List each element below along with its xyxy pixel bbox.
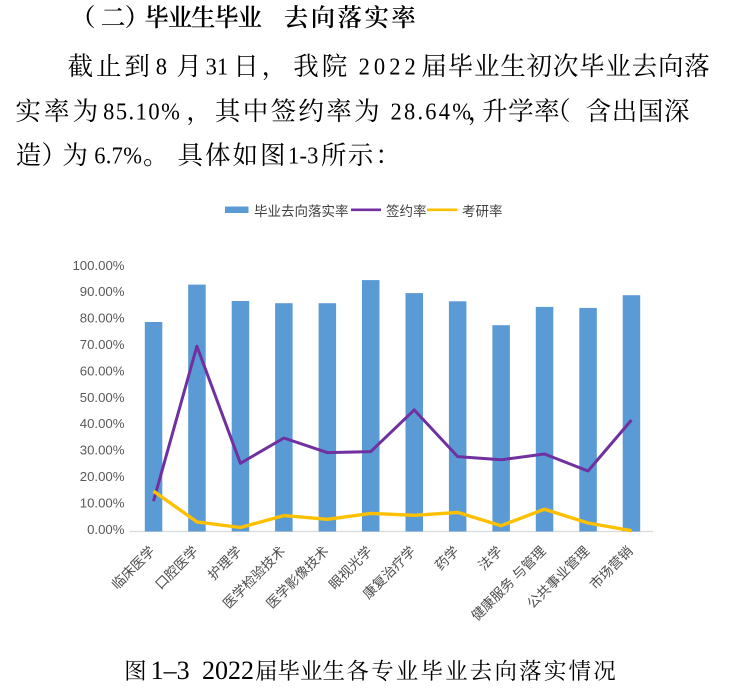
svg-text:100.00%: 100.00% [72,258,124,273]
svg-text:市场营销: 市场营销 [586,543,635,592]
svg-text:护理学: 护理学 [205,544,244,583]
svg-text:70.00%: 70.00% [80,337,125,352]
svg-text:药学: 药学 [432,544,462,574]
svg-text:签约率: 签约率 [386,203,427,219]
svg-text:法学: 法学 [476,544,506,574]
svg-text:40.00%: 40.00% [80,416,125,431]
svg-text:考研率: 考研率 [462,203,503,219]
svg-text:60.00%: 60.00% [80,363,125,378]
svg-text:临床医学: 临床医学 [109,544,158,593]
svg-text:健康服务 与管理: 健康服务 与管理 [468,542,549,623]
svg-text:10.00%: 10.00% [80,495,125,510]
svg-text:20.00%: 20.00% [80,469,125,484]
svg-text:90.00%: 90.00% [80,284,125,299]
svg-text:0.00%: 0.00% [87,522,125,537]
svg-text:口腔医学: 口腔医学 [152,544,201,593]
svg-text:50.00%: 50.00% [80,390,125,405]
svg-text:毕业去向落实率: 毕业去向落实率 [254,203,349,219]
svg-text:30.00%: 30.00% [80,443,125,458]
svg-text:80.00%: 80.00% [80,311,125,326]
